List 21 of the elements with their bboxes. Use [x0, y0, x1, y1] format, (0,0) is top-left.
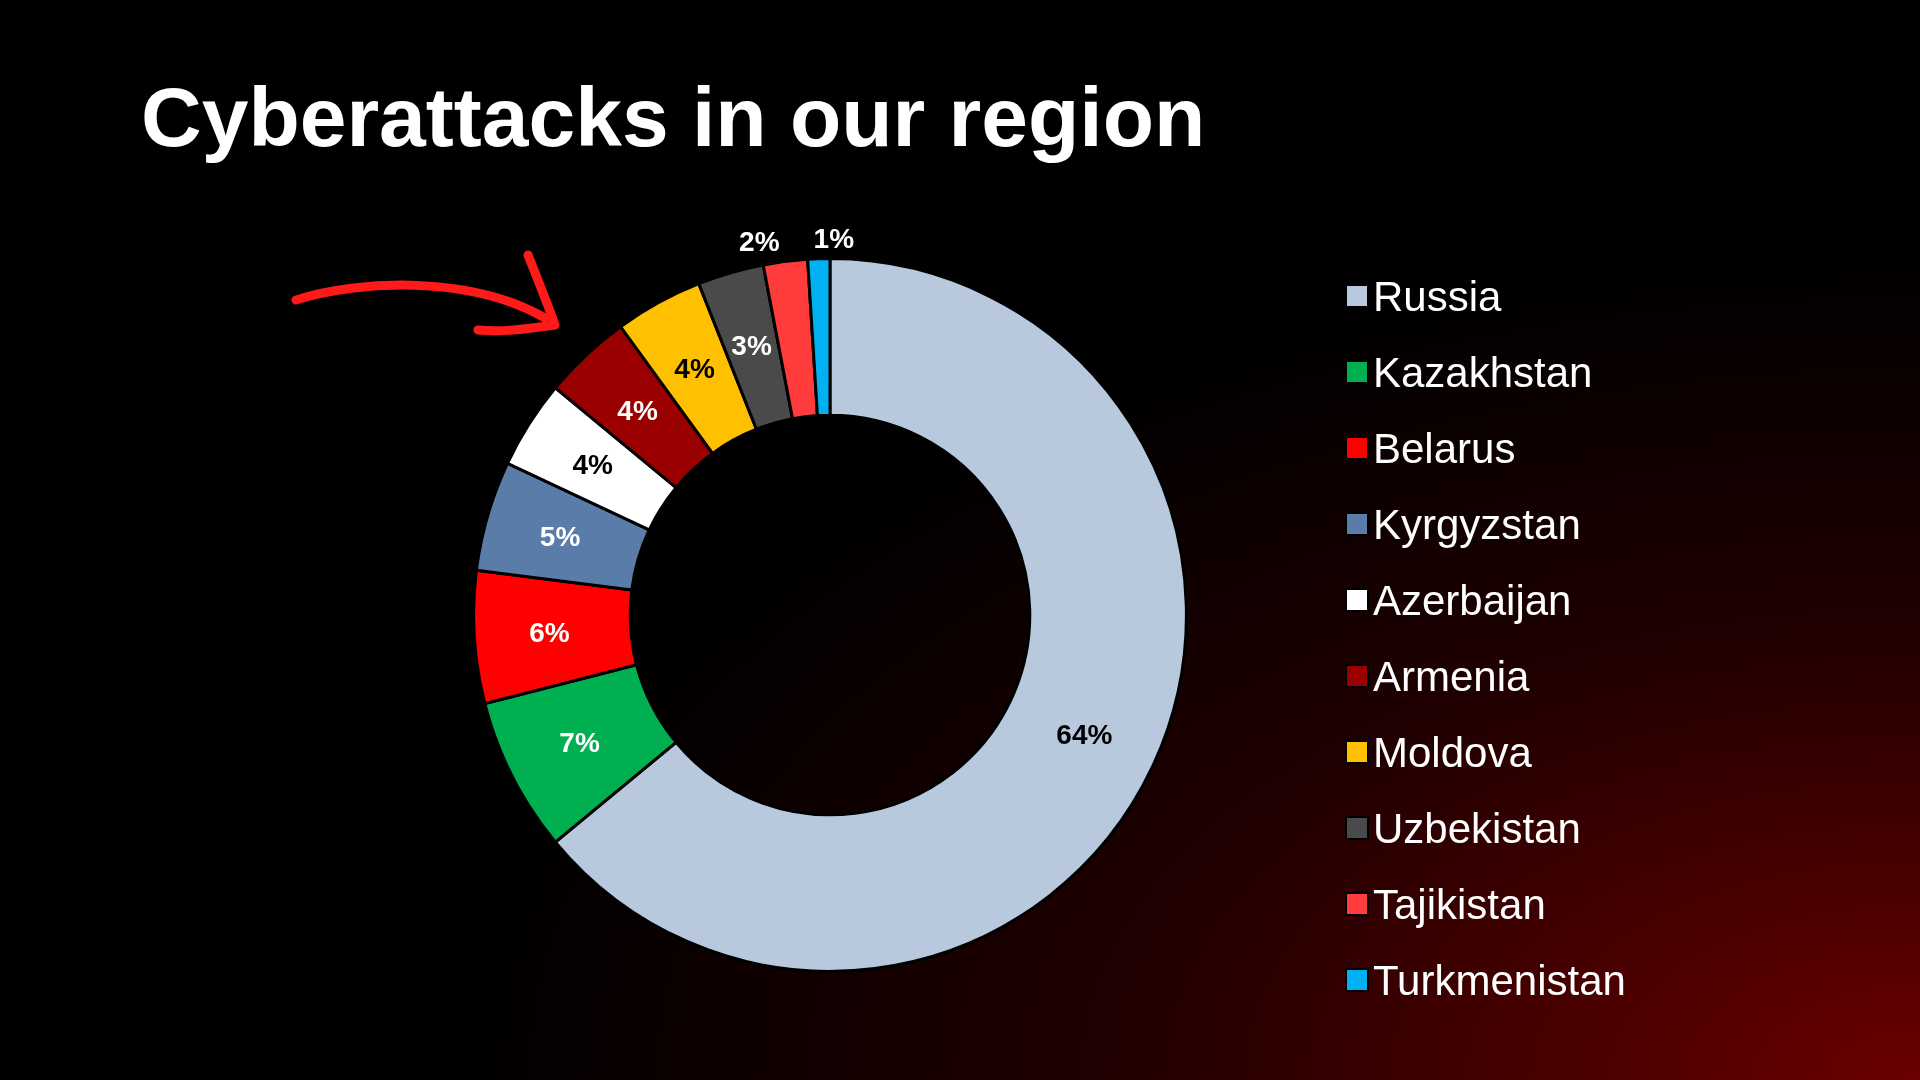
- data-label: 7%: [559, 727, 600, 759]
- data-label: 2%: [739, 225, 780, 257]
- legend-label: Turkmenistan: [1373, 956, 1626, 1004]
- chart-title: Cyberattacks in our region: [141, 70, 1206, 164]
- data-label: 5%: [539, 521, 581, 553]
- data-label: 3%: [731, 329, 772, 361]
- data-label: 4%: [617, 394, 658, 426]
- legend-label: Tajikistan: [1373, 880, 1546, 928]
- legend-label: Moldova: [1373, 728, 1533, 776]
- legend-label: Armenia: [1373, 652, 1531, 700]
- data-label: 1%: [813, 223, 855, 255]
- data-label: 64%: [1056, 719, 1113, 751]
- data-label: 4%: [674, 353, 715, 385]
- legend-label: Belarus: [1373, 424, 1516, 472]
- legend-label: Russia: [1373, 272, 1503, 320]
- data-label: 4%: [572, 448, 613, 480]
- data-label: 6%: [529, 617, 570, 649]
- legend-label: Uzbekistan: [1373, 804, 1581, 852]
- legend-label: Azerbaijan: [1373, 576, 1572, 624]
- legend-label: Kazakhstan: [1373, 348, 1593, 396]
- legend-label: Kyrgyzstan: [1373, 500, 1581, 548]
